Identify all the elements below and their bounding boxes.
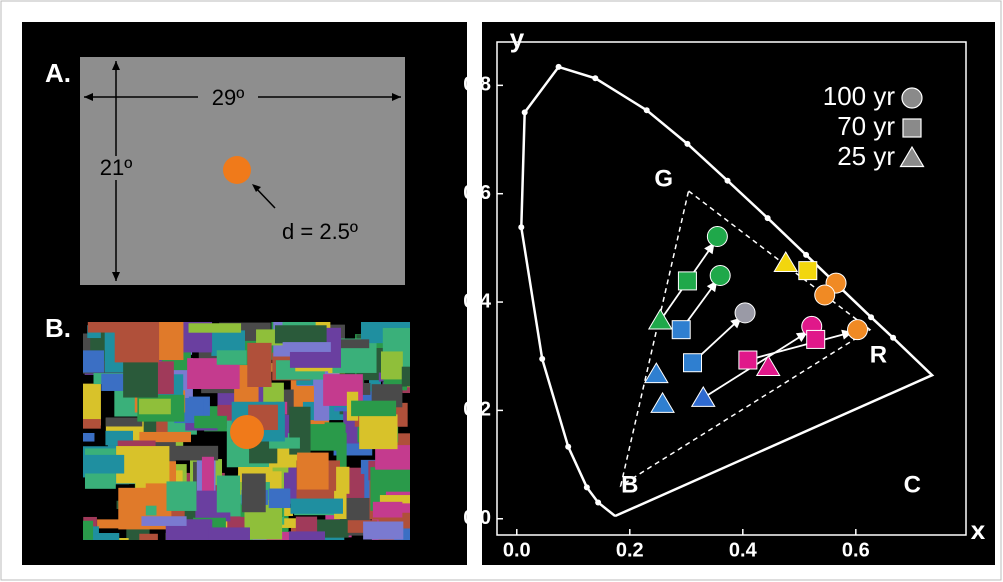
- annotation: C: [904, 472, 921, 499]
- page: A. 29º 21º d = 2.5º B. 0.0 0.2 0.4 0.6 0.0 0.…: [0, 0, 1003, 582]
- mosaic-patch: [141, 516, 186, 526]
- locus-dot: [565, 444, 571, 450]
- point-square: [807, 330, 825, 348]
- y-tick-label: 0.6: [463, 182, 491, 204]
- legend-label: 25 yr: [837, 141, 895, 171]
- mosaic-patch: [194, 416, 227, 428]
- x-tick-label: 0.2: [616, 539, 644, 561]
- mosaic-patch: [217, 476, 240, 513]
- height-label: 21º: [100, 155, 133, 180]
- y-tick-label: 0.2: [463, 399, 491, 421]
- mosaic-patch: [351, 401, 396, 416]
- mosaic-target-disk: [230, 415, 264, 449]
- legend-symbol: [902, 88, 922, 108]
- mosaic-patch: [242, 474, 266, 513]
- diameter-label: d = 2.5º: [282, 219, 358, 244]
- locus-dot: [522, 109, 528, 115]
- mosaic-patch: [373, 502, 402, 518]
- point-square: [672, 321, 690, 339]
- y-axis-label: y: [510, 23, 525, 53]
- point-circle: [710, 265, 730, 285]
- legend-label: 100 yr: [823, 81, 896, 111]
- locus-dot: [803, 252, 809, 258]
- annotation: B: [621, 472, 638, 499]
- mosaic-patch: [359, 414, 397, 449]
- annotation: G: [654, 165, 673, 192]
- point-square: [684, 354, 702, 372]
- locus-dot: [556, 64, 562, 70]
- x-axis-label: x: [971, 515, 986, 545]
- mosaic-patch: [290, 499, 343, 514]
- mosaic-patch: [139, 399, 171, 415]
- mosaic-patch: [283, 342, 331, 352]
- y-tick-label: 0.4: [463, 290, 492, 312]
- y-tick-label: 0.0: [463, 507, 491, 529]
- mosaic-patch: [202, 457, 214, 495]
- panel-b-label: B.: [45, 313, 71, 343]
- point-circle: [848, 320, 868, 340]
- point-circle: [815, 285, 835, 305]
- mosaic-patch: [363, 521, 403, 539]
- x-tick-label: 0.0: [503, 539, 531, 561]
- mosaic-patch: [269, 489, 291, 509]
- point-square: [799, 262, 817, 280]
- figure: A. 29º 21º d = 2.5º B. 0.0 0.2 0.4 0.6 0.0 0.…: [0, 0, 1003, 582]
- mosaic-patch: [381, 351, 403, 379]
- locus-dot: [539, 356, 545, 362]
- locus-dot: [595, 499, 601, 505]
- mosaic-patch: [115, 317, 159, 362]
- mosaic-patch: [325, 422, 345, 448]
- mosaic-patch: [247, 343, 271, 387]
- point-square: [739, 351, 757, 369]
- locus-dot: [592, 75, 598, 81]
- point-square: [678, 272, 696, 290]
- locus-dot: [890, 335, 896, 341]
- legend-label: 70 yr: [837, 111, 895, 141]
- locus-dot: [518, 224, 524, 230]
- mosaic-patch: [217, 350, 247, 364]
- target-disk: [223, 156, 251, 184]
- mosaic-patch: [275, 325, 327, 343]
- annotation: R: [870, 342, 887, 369]
- width-label: 29º: [212, 85, 245, 110]
- mosaic-patch: [189, 323, 242, 332]
- point-circle: [735, 303, 755, 323]
- panel-a-label: A.: [45, 58, 71, 88]
- locus-dot: [684, 141, 690, 147]
- locus-dot: [868, 314, 874, 320]
- locus-dot: [584, 484, 590, 490]
- mosaic-patch: [106, 417, 143, 426]
- legend-symbol: [903, 119, 921, 137]
- mosaic-patch: [297, 453, 329, 490]
- locus-dot: [765, 215, 771, 221]
- locus-dot: [644, 107, 650, 113]
- mosaic-patch: [336, 467, 349, 494]
- locus-dot: [725, 178, 731, 184]
- x-tick-label: 0.4: [729, 539, 758, 561]
- mosaic-patch: [166, 481, 196, 511]
- x-tick-label: 0.6: [842, 539, 870, 561]
- point-circle: [707, 226, 727, 246]
- y-tick-label: 0.8: [463, 74, 491, 96]
- mosaic-patch: [146, 506, 157, 516]
